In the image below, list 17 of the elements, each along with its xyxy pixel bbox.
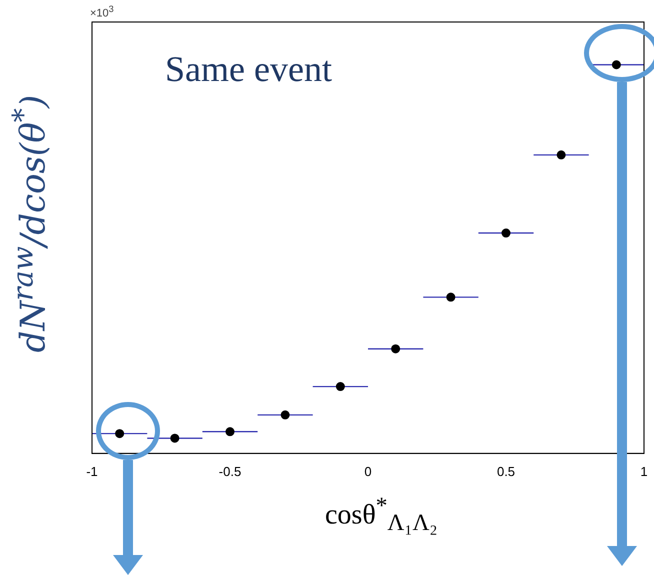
x-tick-label: 0 — [364, 464, 372, 479]
point — [502, 228, 510, 238]
point — [226, 427, 234, 436]
point — [336, 382, 345, 392]
point — [391, 344, 400, 354]
point — [556, 150, 566, 160]
x-tick-label: -1 — [86, 464, 98, 479]
annotation: Same event — [165, 48, 332, 90]
point — [612, 60, 621, 70]
text: ×10$^{3}$ — [90, 4, 114, 20]
x-tick-label: 0.5 — [496, 464, 516, 479]
point — [280, 410, 290, 420]
point — [446, 292, 456, 302]
x-tick-label: -0.5 — [218, 464, 242, 479]
x-tick-label: 1 — [640, 464, 648, 479]
point — [170, 434, 180, 443]
point — [115, 429, 124, 438]
